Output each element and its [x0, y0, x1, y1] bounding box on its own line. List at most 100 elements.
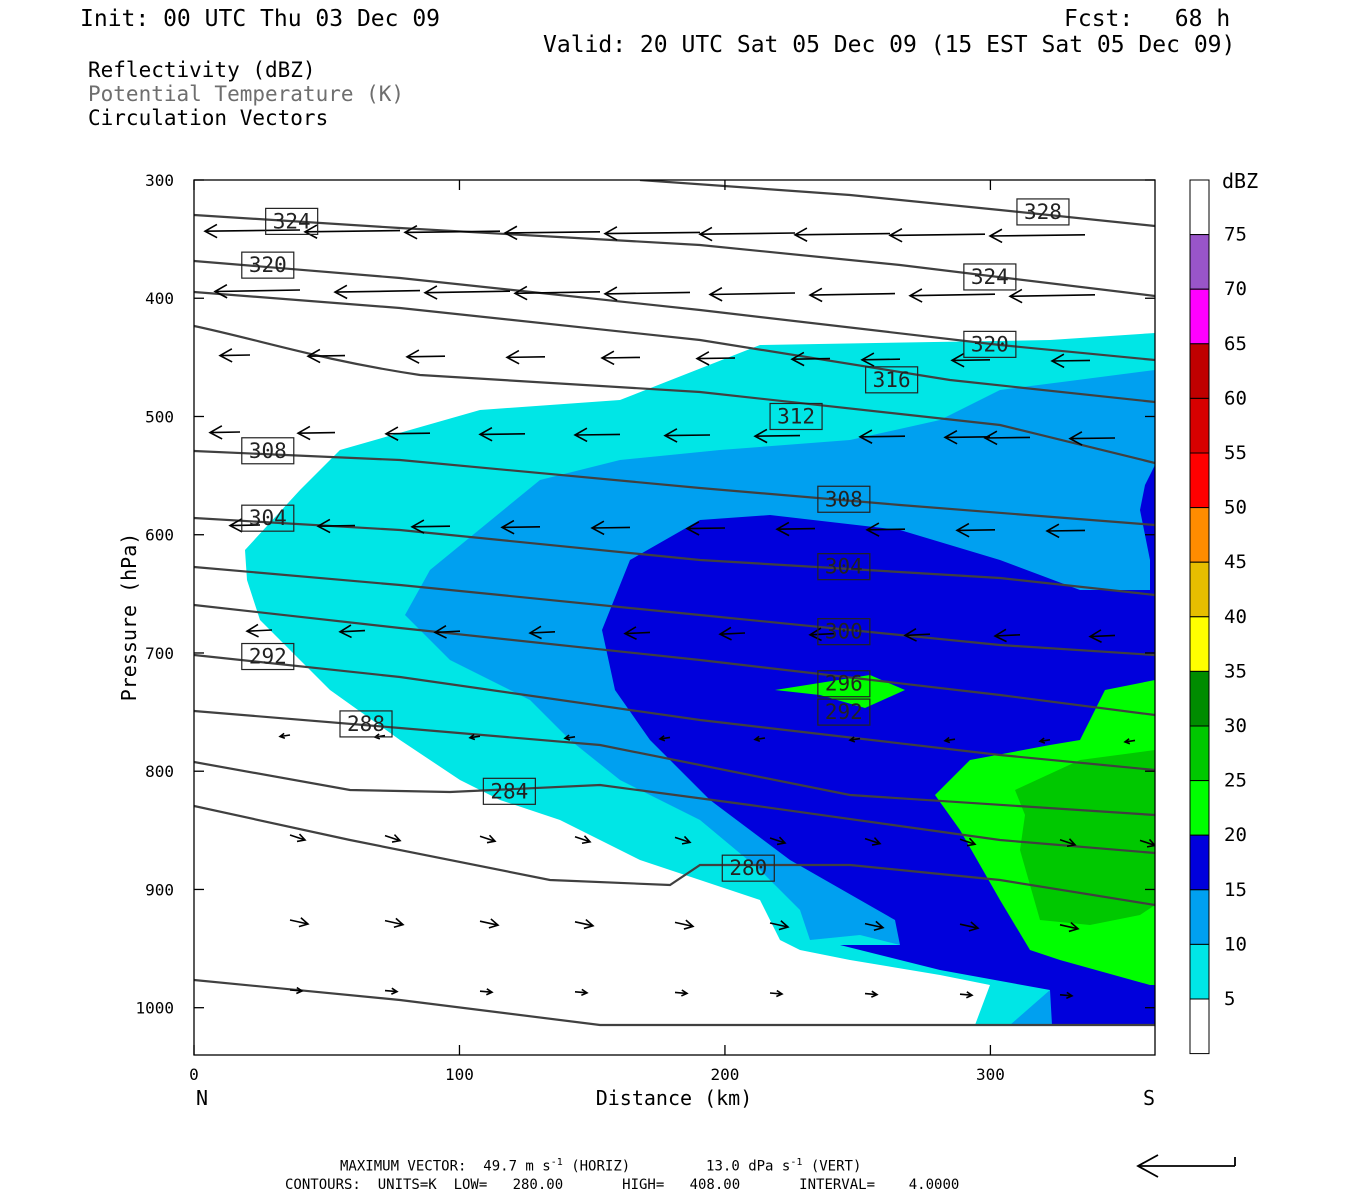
circulation-vector	[403, 224, 501, 240]
circulation-vector	[718, 626, 746, 641]
circulation-vector	[864, 990, 879, 998]
circulation-vector	[573, 427, 621, 443]
contour-324	[194, 213, 1155, 298]
color-bar-swatch	[1189, 179, 1210, 236]
contour-296	[194, 603, 1155, 717]
reflectivity-shading	[245, 333, 1155, 1025]
y-tick-label: 1000	[135, 999, 174, 1018]
contour-label-box	[865, 366, 919, 394]
circulation-vector	[600, 350, 641, 366]
color-bar-swatch	[1189, 397, 1210, 454]
color-bar-tick-label: 20	[1224, 824, 1247, 846]
circulation-vector	[1050, 353, 1091, 369]
contour-328	[639, 180, 1155, 228]
circulation-vector	[405, 349, 446, 364]
circulation-vector	[674, 989, 689, 997]
circulation-vector	[218, 348, 251, 363]
circulation-vector	[943, 429, 991, 445]
y-axis-label: Pressure (hPa)	[117, 533, 141, 702]
circulation-vector	[983, 430, 1031, 446]
circulation-vector	[245, 623, 273, 638]
circulation-vector	[513, 285, 601, 301]
reflectivity-25dbz	[1015, 750, 1155, 925]
circulation-vector	[864, 920, 885, 932]
reflectivity-20dbz-cell	[775, 675, 905, 708]
field-potential-temperature: Potential Temperature (K)	[88, 82, 405, 106]
color-bar-tick-label: 55	[1224, 442, 1247, 464]
color-bar-swatch	[1189, 343, 1210, 399]
circulation-vector	[503, 225, 601, 241]
circulation-vector	[793, 227, 891, 242]
circulation-vector	[338, 624, 366, 639]
field-circulation-vectors: Circulation Vectors	[88, 106, 329, 130]
contour-312	[194, 324, 1155, 465]
circulation-vector	[769, 920, 790, 931]
contour-label: 304	[249, 506, 287, 530]
color-bar-tick-label: 15	[1224, 879, 1247, 901]
circulation-vector	[959, 837, 977, 847]
contour-label: 320	[249, 253, 287, 277]
circulation-vector	[1008, 288, 1096, 304]
contour-label: 320	[971, 332, 1009, 356]
contour-label-box	[721, 854, 775, 882]
contour-284	[194, 760, 1155, 855]
circulation-vector	[1059, 838, 1077, 848]
x-tick-label: 0	[189, 1065, 199, 1084]
circulation-vector	[289, 986, 304, 995]
contour-308	[194, 449, 1155, 527]
color-bar-swatch	[1189, 998, 1210, 1055]
circulation-vector	[333, 284, 421, 300]
circulation-vectors	[203, 223, 1155, 1000]
color-bar-tick-label: 40	[1224, 606, 1247, 628]
contour-label-box	[339, 710, 393, 738]
color-bar-label: dBZ	[1222, 169, 1258, 193]
circulation-vector	[1088, 629, 1116, 643]
field-reflectivity: Reflectivity (dBZ)	[88, 58, 316, 82]
contour-label: 324	[273, 209, 311, 233]
circulation-vector	[384, 917, 405, 929]
circulation-vector	[213, 283, 301, 299]
plot-frame	[193, 179, 1156, 1056]
color-bar-swatch	[1189, 507, 1210, 563]
circulation-vector	[955, 522, 996, 538]
circulation-vector	[563, 734, 576, 741]
color-bar-swatch	[1189, 616, 1210, 672]
color-bar-tick-label: 75	[1224, 224, 1247, 246]
circulation-vector	[753, 735, 766, 743]
contour-labels: 328 324 324 320 320 316 312 308 308 304 304 300 296 2…	[241, 198, 1070, 882]
color-bar-swatch	[1189, 889, 1210, 945]
contour-292	[194, 653, 1155, 772]
circulation-vector	[574, 988, 589, 997]
color-bar-swatch	[1189, 234, 1210, 290]
color-bar-tick-label: 50	[1224, 497, 1247, 519]
circulation-vector	[574, 835, 592, 845]
contours-info: CONTOURS: UNITS=K LOW= 280.00 HIGH= 408.…	[285, 1177, 960, 1193]
circulation-vector	[858, 429, 906, 444]
color-bar-swatch	[1189, 670, 1210, 727]
circulation-vector	[808, 287, 896, 303]
circulation-vector	[698, 226, 796, 242]
circulation-vector	[888, 227, 986, 243]
contour-label-box	[241, 504, 295, 532]
color-bar-swatch	[1189, 288, 1210, 345]
x-axis: 0 100 200 300	[189, 180, 1005, 1084]
circulation-vector	[208, 425, 241, 440]
circulation-vector	[1059, 991, 1074, 1000]
circulation-vector	[790, 351, 831, 367]
circulation-vector	[908, 288, 996, 303]
circulation-vector	[478, 426, 526, 442]
circulation-vector	[623, 626, 651, 640]
circulation-vector	[500, 519, 541, 535]
contour-label: 308	[249, 439, 287, 463]
color-bar-swatch	[1189, 452, 1210, 509]
circulation-vector	[479, 988, 494, 996]
contour-label-box	[817, 485, 871, 513]
y-axis: 300 400 500 600 700 800 900 1000	[135, 171, 1155, 1018]
color-bar-swatch	[1189, 780, 1210, 836]
circulation-vector	[1068, 431, 1116, 446]
contour-label: 300	[825, 620, 863, 644]
contour-label-box	[241, 251, 295, 279]
x-end-label-n: N	[196, 1086, 208, 1110]
x-tick-label: 200	[710, 1065, 739, 1084]
